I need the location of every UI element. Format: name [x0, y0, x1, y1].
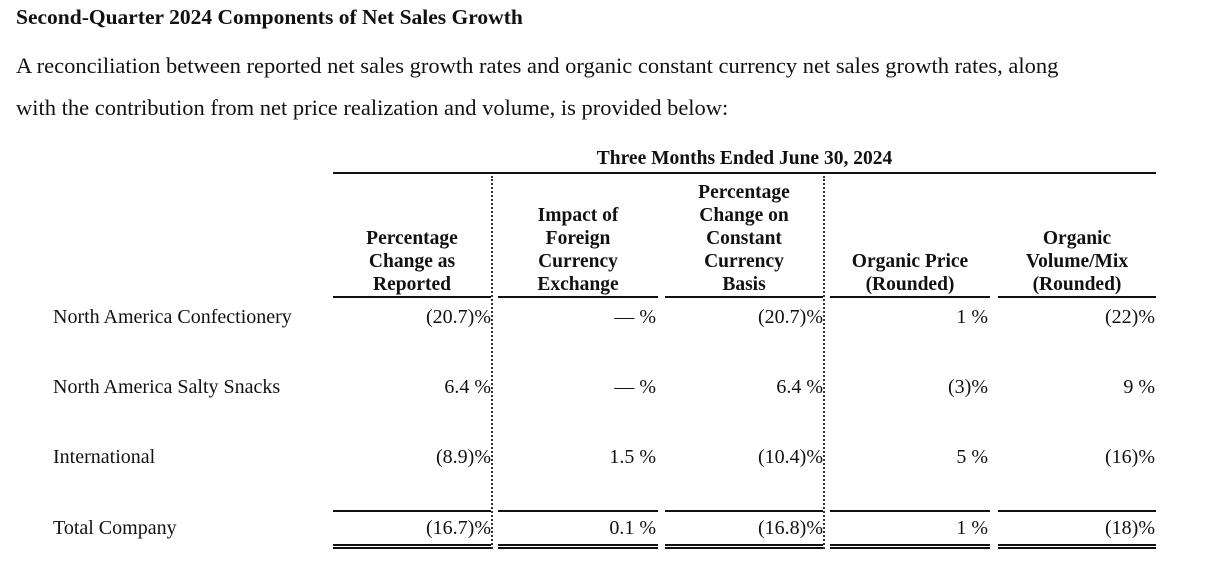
table-cell: (20.7)%	[758, 306, 823, 328]
table-cell-total: (18)%	[1105, 517, 1155, 539]
column-rule	[498, 296, 658, 298]
table-cell: — %	[614, 376, 656, 398]
intro-line: with the contribution from net price rea…	[16, 95, 729, 120]
table-cell: (10.4)%	[758, 446, 823, 468]
period-rule	[333, 172, 1156, 174]
table-cell: (3)%	[948, 376, 988, 398]
table-cell: (22)%	[1105, 306, 1155, 328]
column-header-reported: Percentage Change as Reported	[366, 228, 458, 295]
column-header-constant-currency: Percentage Change on Constant Currency B…	[698, 182, 790, 295]
period-header: Three Months Ended June 30, 2024	[596, 148, 893, 169]
total-rule	[998, 510, 1156, 512]
column-header-organic-price: Organic Price (Rounded)	[851, 251, 969, 295]
column-rule	[830, 296, 990, 298]
dotted-separator	[823, 176, 825, 549]
table-cell-total: 1 %	[956, 517, 988, 539]
table-cell-total: 0.1 %	[609, 517, 656, 539]
intro-paragraph: A reconciliation between reported net sa…	[16, 45, 1206, 129]
table-cell: 5 %	[956, 446, 988, 468]
double-underline	[998, 544, 1156, 549]
table-cell-total: (16.8)%	[758, 517, 823, 539]
page-heading: Second-Quarter 2024 Components of Net Sa…	[16, 5, 523, 29]
table-cell: (20.7)%	[426, 306, 491, 328]
table-cell: 1.5 %	[609, 446, 656, 468]
row-label: North America Confectionery	[53, 306, 292, 328]
column-header-organic-volume: Organic Volume/Mix (Rounded)	[1025, 228, 1129, 295]
total-rule	[830, 510, 990, 512]
column-rule	[333, 296, 491, 298]
row-label: Total Company	[53, 517, 177, 539]
total-rule	[498, 510, 658, 512]
double-underline	[333, 544, 491, 549]
row-label: International	[53, 446, 156, 468]
total-rule	[665, 510, 823, 512]
column-rule	[665, 296, 823, 298]
double-underline	[830, 544, 990, 549]
dotted-separator	[491, 176, 493, 549]
table-cell: 6.4 %	[776, 376, 823, 398]
table-cell: (16)%	[1105, 446, 1155, 468]
table-cell: — %	[614, 306, 656, 328]
total-rule	[333, 510, 491, 512]
double-underline	[665, 544, 823, 549]
row-label: North America Salty Snacks	[53, 376, 281, 398]
column-rule	[998, 296, 1156, 298]
double-underline	[498, 544, 658, 549]
table-cell: 1 %	[956, 306, 988, 328]
table-cell: 9 %	[1123, 376, 1155, 398]
table-cell: (8.9)%	[436, 446, 491, 468]
intro-line: A reconciliation between reported net sa…	[16, 53, 1059, 78]
column-header-fx-impact: Impact of Foreign Currency Exchange	[537, 205, 619, 295]
table-cell-total: (16.7)%	[426, 517, 491, 539]
table-cell: 6.4 %	[444, 376, 491, 398]
